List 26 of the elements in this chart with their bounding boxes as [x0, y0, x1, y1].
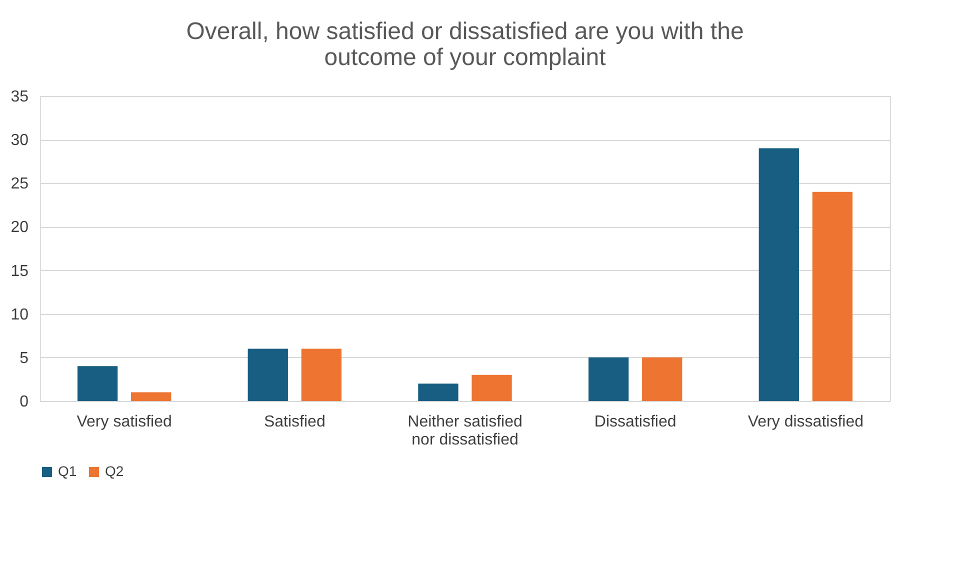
- y-tick-label: 25: [10, 176, 29, 193]
- y-tick-label: 15: [10, 262, 29, 280]
- y-tick-label: 10: [10, 306, 29, 324]
- bar: [248, 348, 288, 401]
- bar: [472, 374, 512, 401]
- bar: [758, 148, 799, 401]
- y-tick-label: 30: [10, 132, 29, 150]
- bar: [418, 384, 458, 401]
- x-tick-label: Very satisfied: [76, 414, 172, 430]
- y-tick-label: 35: [10, 88, 29, 106]
- bar: [642, 357, 682, 401]
- x-tick-label: Satisfied: [264, 414, 326, 430]
- chart-title: Overall, how satisfied or dissatisfied are you with the outcome of your complaint: [186, 18, 744, 71]
- x-tick-label: Dissatisfied: [594, 414, 676, 430]
- y-tick-label: 20: [10, 219, 29, 236]
- bar: [131, 392, 172, 401]
- legend-label: Q1: [58, 463, 77, 479]
- bar: [77, 366, 118, 401]
- legend-label: Q2: [105, 463, 124, 479]
- y-tick-label: 5: [20, 350, 29, 367]
- bar: [588, 357, 629, 401]
- bar: [301, 348, 342, 401]
- x-tick-label: Neither satisfied nor dissatisfied: [408, 414, 522, 448]
- y-tick-label: 0: [20, 394, 29, 410]
- x-tick-label: Very dissatisfied: [748, 414, 864, 430]
- bar: [812, 192, 853, 401]
